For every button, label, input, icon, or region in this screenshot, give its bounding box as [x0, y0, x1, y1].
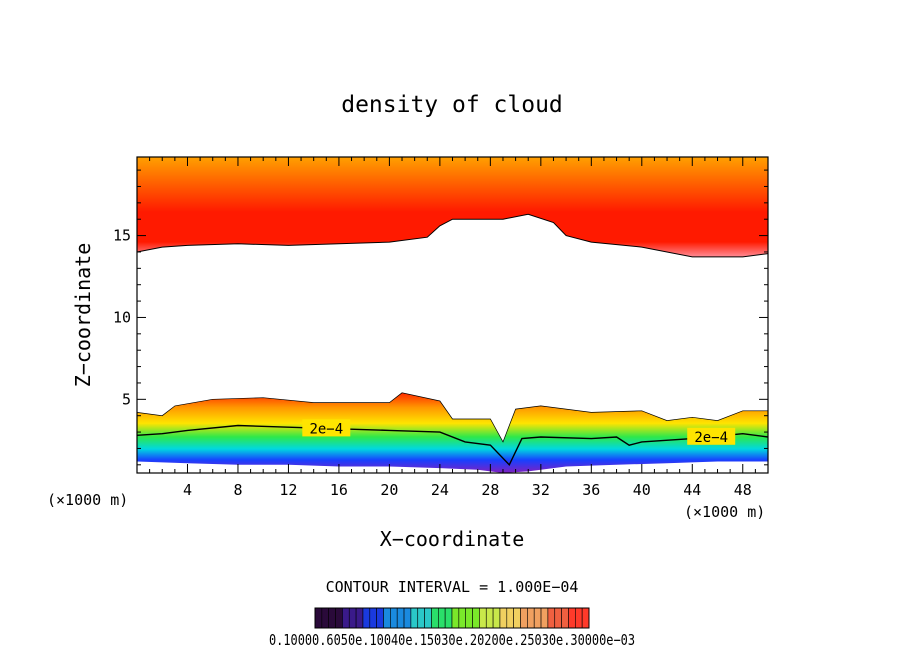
x-tick-label: 28 [481, 481, 499, 499]
x-tick-label: 8 [233, 481, 242, 499]
colorbar-cell [321, 607, 330, 629]
colorbar-cell [492, 607, 501, 629]
y-axis-label: Z−coordinate [71, 243, 95, 388]
x-tick-label: 32 [532, 481, 550, 499]
colorbar-cell [472, 607, 480, 629]
colorbar-frame [314, 607, 590, 629]
x-tick-label: 36 [582, 481, 600, 499]
colorbar-cell [499, 607, 508, 629]
x-tick-label: 4 [183, 481, 192, 499]
y-tick-label: 15 [113, 227, 131, 245]
contour-label: 2e−4 [694, 430, 728, 446]
colorbar-cell [417, 607, 425, 629]
contour-labels: 2e−4 2e−4 [302, 419, 736, 446]
colorbar-cell [520, 607, 528, 629]
colorbar-cell [383, 607, 391, 629]
contour-interval: CONTOUR INTERVAL = 1.000E−04 [326, 578, 579, 596]
colorbar-labels: 0.10000.6050e.10040e.15030e.20200e.25030… [269, 631, 635, 649]
colorbar-cell [554, 607, 562, 629]
colorbar-cell [355, 607, 364, 629]
colorbar-cell [431, 607, 439, 629]
colorbar-cell [410, 607, 419, 629]
colorbar-cell [479, 607, 487, 629]
colorbar-cell [424, 607, 432, 629]
x-unit-left: (×1000 m) [47, 491, 128, 509]
colorbar-cell [540, 607, 549, 629]
contour-2e-4 [137, 424, 768, 467]
y-tick-label: 5 [122, 390, 131, 408]
colorbar-cell [581, 607, 590, 629]
x-tick-label: 44 [683, 481, 701, 499]
colorbar-cell [444, 607, 453, 629]
colorbar-cell [485, 607, 494, 629]
colorbar-cell [458, 607, 467, 629]
x-tick-label: 20 [380, 481, 398, 499]
colorbar-cell [513, 607, 521, 629]
colorbar-cell [451, 607, 460, 629]
x-unit-right: (×1000 m) [684, 503, 765, 521]
colorbar-cell [561, 607, 569, 629]
colorbar-cell [437, 607, 446, 629]
colorbar-cell [527, 607, 535, 629]
colorbar-cell [547, 607, 556, 629]
contour-label: 2e−4 [309, 421, 343, 437]
colorbar-cell [335, 607, 343, 629]
colorbar-cell [506, 607, 514, 629]
colorbar-cell [574, 607, 583, 629]
colorbar-cell [362, 607, 371, 629]
colorbar-cell [396, 607, 405, 629]
colorbar-cell [533, 607, 542, 629]
x-tick-label: 48 [734, 481, 752, 499]
colorbar-cell [342, 607, 350, 629]
x-tick-label: 12 [279, 481, 297, 499]
x-tick-label: 16 [330, 481, 348, 499]
x-axis-label: X−coordinate [380, 527, 525, 551]
contour-label-bg [687, 427, 736, 445]
colorbar-cell [390, 607, 398, 629]
colorbar [314, 607, 590, 629]
colorbar-cell [376, 607, 384, 629]
plot-field: 2e−4 2e−4 [137, 157, 768, 473]
colorbar-cell [465, 607, 473, 629]
colorbar-cell [348, 607, 357, 629]
colorbar-cell [328, 607, 336, 629]
x-tick-label: 24 [431, 481, 449, 499]
chart-title: density of cloud [341, 92, 563, 118]
lower-layer-boundary [137, 392, 768, 443]
colorbar-cell [403, 607, 412, 629]
lower-cloud-layer [137, 392, 768, 473]
upper-layer-boundary [137, 213, 768, 258]
upper-cloud-layer [137, 157, 768, 257]
colorbar-cell [568, 607, 576, 629]
y-tick-label: 10 [113, 308, 131, 326]
x-tick-label: 40 [633, 481, 651, 499]
contour-label-bg [302, 419, 351, 437]
colorbar-cell [369, 607, 377, 629]
colorbar-cell [314, 607, 323, 629]
